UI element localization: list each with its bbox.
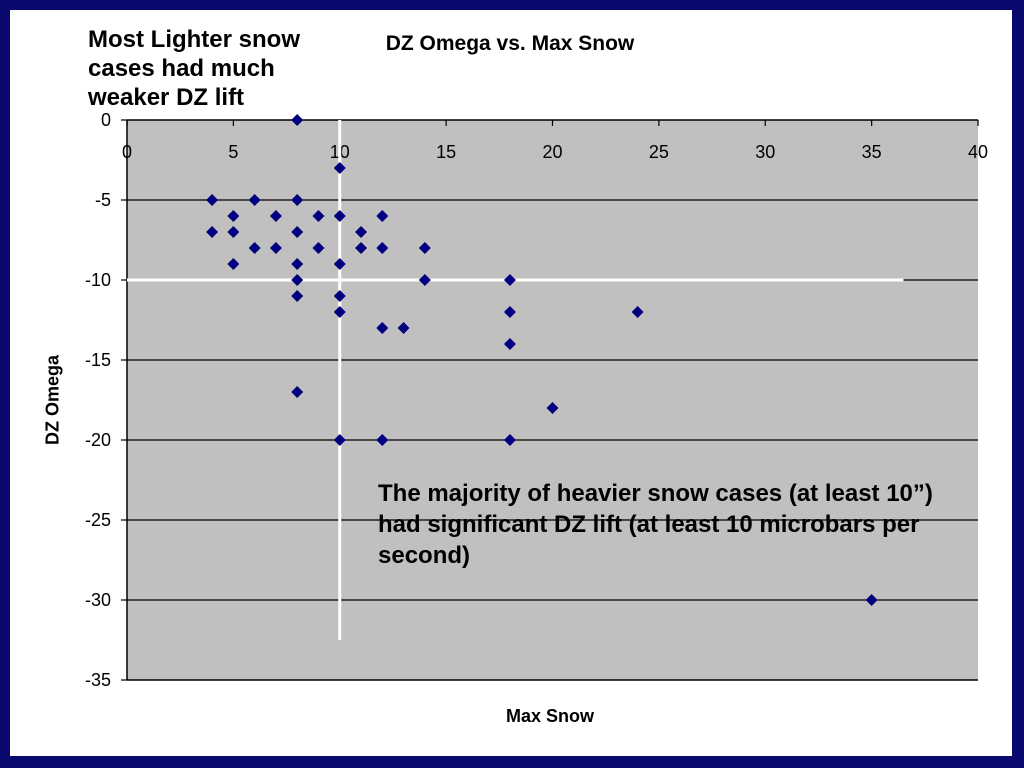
data-point-10 [206,226,219,238]
x-tick-label-3: 15 [436,142,456,162]
y-tick-label-6: -30 [85,590,111,610]
data-point-36 [333,434,346,446]
data-point-32 [397,322,410,334]
data-point-8 [333,210,346,222]
x-tick-label-0: 0 [122,142,132,162]
data-point-13 [355,226,368,238]
y-tick-label-4: -20 [85,430,111,450]
y-tick-label-5: -25 [85,510,111,530]
plot-area: 05101520253035400-5-10-15-20-25-30-35 [85,110,988,690]
annotation-lighter-snow: Most Lighter snow cases had much weaker … [88,26,300,111]
x-tick-label-4: 20 [542,142,562,162]
x-axis-label: Max Snow [505,706,594,726]
data-point-11 [227,226,240,238]
y-tick-label-7: -35 [85,670,111,690]
data-point-37 [376,434,389,446]
data-point-33 [503,338,516,350]
data-point-28 [333,306,346,318]
data-point-35 [546,402,559,414]
x-tick-label-8: 40 [968,142,988,162]
x-tick-label-1: 5 [228,142,238,162]
data-point-22 [333,258,346,270]
data-point-7 [312,210,325,222]
y-tick-label-1: -5 [95,190,111,210]
data-point-30 [631,306,644,318]
data-point-26 [291,290,304,302]
y-tick-label-2: -10 [85,270,111,290]
data-point-1 [333,162,346,174]
data-point-24 [418,274,431,286]
data-point-2 [206,194,219,206]
data-point-38 [503,434,516,446]
x-tick-label-6: 30 [755,142,775,162]
y-tick-label-0: 0 [101,110,111,130]
x-tick-label-5: 25 [649,142,669,162]
data-point-17 [355,242,368,254]
data-point-3 [248,194,261,206]
data-point-34 [291,386,304,398]
data-point-27 [333,290,346,302]
data-point-0 [291,114,304,126]
data-point-20 [227,258,240,270]
data-point-4 [291,194,304,206]
data-point-15 [269,242,282,254]
data-point-21 [291,258,304,270]
data-point-18 [376,242,389,254]
data-point-39 [865,594,878,606]
data-point-25 [503,274,516,286]
data-point-23 [291,274,304,286]
data-point-31 [376,322,389,334]
annotation-heavier-snow: The majority of heavier snow cases (at l… [378,480,933,569]
y-axis-label: DZ Omega [42,354,63,446]
data-point-9 [376,210,389,222]
data-point-6 [269,210,282,222]
data-point-16 [312,242,325,254]
chart-title: DZ Omega vs. Max Snow [385,32,635,55]
data-point-5 [227,210,240,222]
data-point-29 [503,306,516,318]
data-point-12 [291,226,304,238]
plot-background [127,120,978,680]
y-tick-label-3: -15 [85,350,111,370]
data-point-19 [418,242,431,254]
data-point-14 [248,242,261,254]
x-tick-label-7: 35 [862,142,882,162]
